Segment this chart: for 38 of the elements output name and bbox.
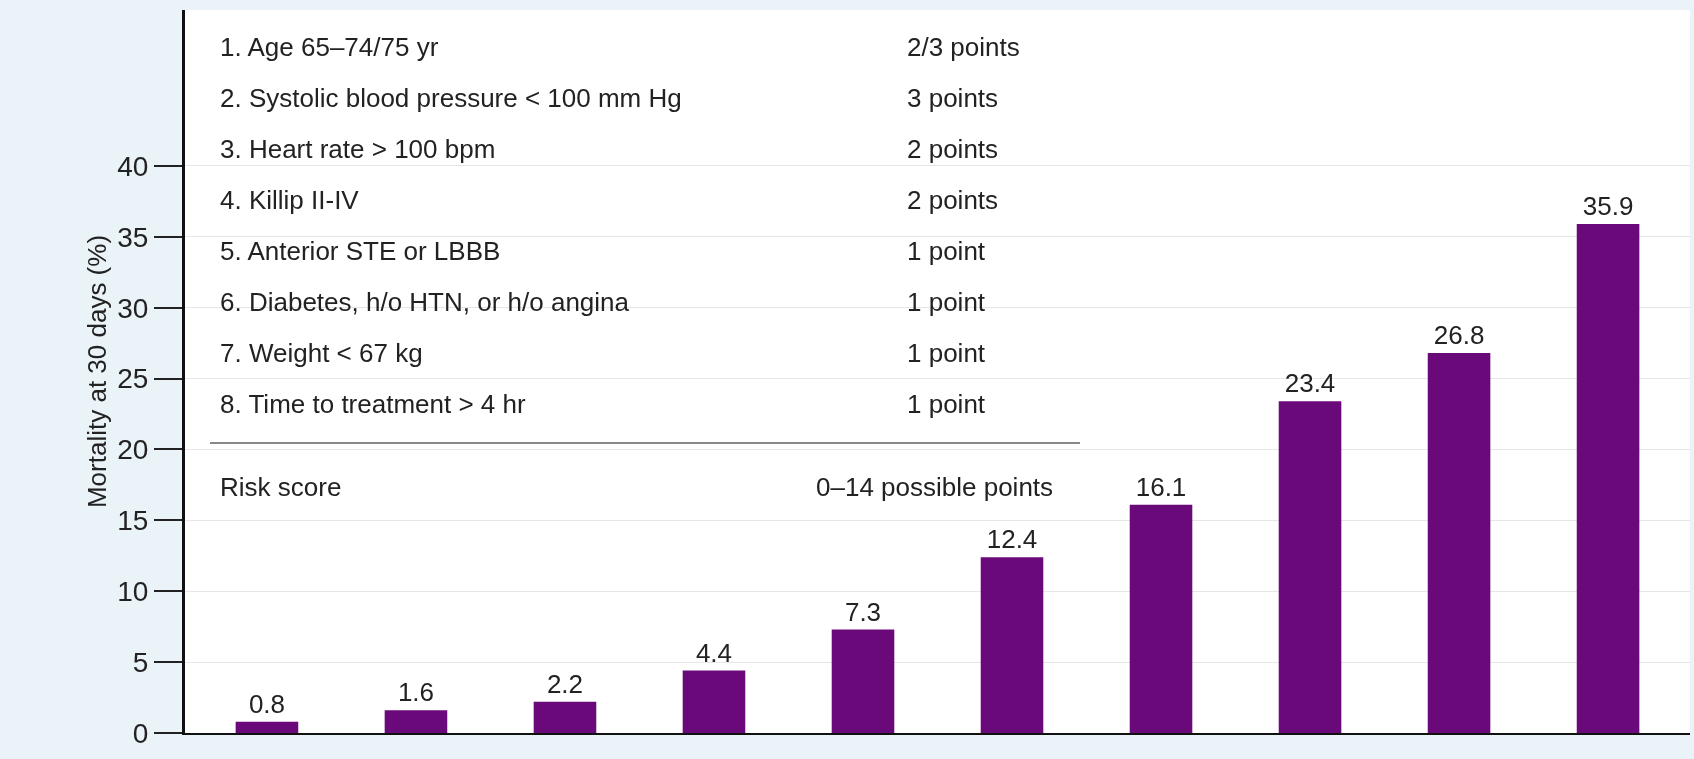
data-label: 1.6 [397, 677, 435, 708]
annotation: 2/3 points [907, 32, 1020, 62]
annotation: 2 points [907, 185, 999, 215]
data-label: 4.4 [695, 637, 733, 668]
data-label: 16.1 [1135, 471, 1187, 502]
annotation: 3 points [907, 83, 999, 113]
annotation: Risk score [220, 472, 342, 502]
y-tick-label: 5 [132, 646, 149, 678]
annotation: 5. Anterior STE or LBBB [220, 236, 501, 266]
annotation: 1 point [907, 287, 986, 317]
y-tick-label: 10 [117, 576, 149, 608]
annotation: 2. Systolic blood pressure < 100 mm Hg [220, 83, 682, 113]
annotation: 1 point [907, 389, 986, 419]
annotation: 2 points [907, 134, 999, 164]
data-label: 0.8 [248, 688, 286, 719]
annotation: 1 point [907, 236, 986, 266]
annotation: 7. Weight < 67 kg [220, 338, 423, 368]
annotation: 1 point [907, 338, 986, 368]
data-label: 2.2 [546, 668, 584, 699]
data-label: 12.4 [986, 524, 1038, 555]
annotation: 6. Diabetes, h/o HTN, or h/o angina [220, 287, 630, 317]
annotation: 1. Age 65–74/75 yr [220, 32, 439, 62]
data-label: 26.8 [1433, 320, 1485, 351]
y-axis-title: Mortality at 30 days (%) [81, 234, 112, 509]
annotation: 0–14 possible points [816, 472, 1054, 502]
y-tick-label: 30 [117, 292, 149, 324]
y-tick-label: 20 [117, 434, 149, 466]
y-tick-label: 0 [132, 717, 149, 749]
data-label: 23.4 [1284, 368, 1336, 399]
data-label: 35.9 [1582, 191, 1634, 222]
annotation: 4. Killip II-IV [220, 185, 360, 215]
y-tick-label: 35 [117, 221, 149, 253]
y-tick-label: 40 [117, 150, 149, 182]
y-tick-label: 25 [117, 363, 149, 395]
data-label: 7.3 [844, 596, 882, 627]
annotation: 3. Heart rate > 100 bpm [220, 134, 496, 164]
y-tick-label: 15 [117, 505, 149, 537]
annotation: 8. Time to treatment > 4 hr [220, 389, 526, 419]
